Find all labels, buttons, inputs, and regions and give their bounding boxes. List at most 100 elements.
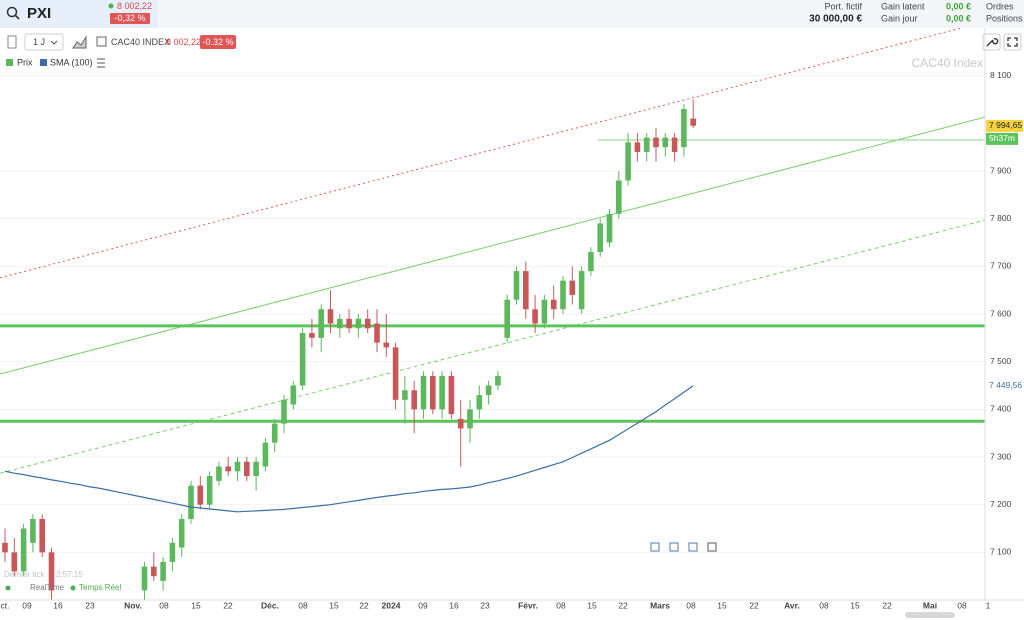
x-tick-label: 15 (717, 600, 727, 610)
gain-jour-label: Gain jour (881, 13, 918, 23)
last-price-box (986, 119, 1023, 132)
x-tick-label: 09 (22, 600, 32, 610)
positions-link[interactable]: Positions (986, 13, 1023, 23)
toolbar-price: 8 002,22 (166, 37, 201, 47)
candle-body (48, 552, 55, 591)
y-tick-label: 7 400 (990, 404, 1012, 414)
symbol: PXI (27, 5, 51, 22)
candle-body (653, 137, 659, 148)
y-tick-label: 7 200 (990, 499, 1012, 509)
candle-body (309, 333, 315, 338)
x-tick-label: 22 (882, 600, 892, 610)
wrench-icon (986, 38, 999, 47)
candle-body (392, 347, 399, 400)
toolbar-change-badge (200, 35, 236, 49)
search-icon[interactable] (6, 6, 18, 18)
status-dot (5, 585, 11, 591)
y-tick-label: 7 500 (990, 356, 1012, 366)
axes: 7 100 7 200 7 300 7 400 7 500 7 600 7 700 7 800… (1, 70, 1023, 610)
portfolio-value: 30 000,00 € (809, 14, 862, 25)
price: 8 002,22 (117, 1, 152, 11)
countdown-box (986, 132, 1018, 145)
x-tick-label: 2024 (382, 600, 401, 610)
candle-body (681, 109, 687, 148)
gain-latent-label: Gain latent (881, 1, 925, 11)
x-tick-label: 16 (53, 600, 63, 610)
x-tick-label: 08 (686, 600, 696, 610)
candle-body (402, 390, 408, 400)
candle-body (244, 461, 250, 477)
fullscreen-button[interactable] (1003, 33, 1022, 51)
chart-type-icon[interactable] (72, 35, 87, 49)
info-icon[interactable] (707, 542, 717, 552)
sma-line (4, 385, 694, 513)
scrollbar[interactable] (905, 612, 955, 618)
y-tick-label: 7 700 (990, 261, 1012, 271)
search-icon (14, 14, 20, 20)
dropdown-arrow (50, 40, 58, 45)
x-tick-label: 1 (986, 600, 991, 610)
toolbar-change: -0.32 % (202, 37, 233, 47)
x-tick-label: 08 (298, 600, 308, 610)
candle-body (495, 375, 501, 386)
list-icon[interactable] (97, 58, 105, 68)
x-tick-label: ct. (1, 600, 10, 610)
legend-swatch (6, 59, 13, 66)
candle-body (643, 137, 650, 152)
x-tick-label: 23 (85, 600, 95, 610)
candle-body (281, 399, 287, 424)
x-tick-label: 15 (587, 600, 597, 610)
panel-icon[interactable] (7, 35, 17, 49)
x-tick-label: 15 (329, 600, 339, 610)
x-tick-label: 23 (480, 600, 490, 610)
status-dot (70, 585, 76, 591)
candle-body (504, 299, 510, 338)
x-tick-label: Déc. (261, 600, 279, 610)
plot-area (0, 28, 985, 600)
x-tick-label: Mars (650, 600, 670, 610)
candle-body (550, 299, 557, 310)
candle-body (485, 385, 492, 396)
candle-body (569, 280, 576, 295)
candle-body (337, 318, 343, 329)
candle-body (467, 409, 473, 429)
x-tick-label: Févr. (518, 600, 538, 610)
x-tick-label: 08 (957, 600, 967, 610)
candle-body (160, 561, 166, 581)
candle-body (197, 485, 204, 505)
candle-body (364, 318, 371, 329)
x-tick-label: 08 (556, 600, 566, 610)
tool-icon[interactable] (669, 542, 679, 552)
header-bar (0, 0, 1024, 28)
orders-link[interactable]: Ordres (986, 1, 1014, 11)
tool-icon[interactable] (688, 542, 698, 552)
legend-entry: SMA (100) (50, 57, 93, 67)
candle-body (560, 280, 566, 310)
candle-body (178, 518, 185, 548)
candle-body (141, 566, 148, 591)
y-tick-label: 7 900 (990, 165, 1012, 175)
x-tick-label: 08 (819, 600, 829, 610)
candle-body (616, 180, 622, 214)
sma-last-label: 7 449,56 (989, 380, 1022, 390)
last-tick-time: 2:57:15 (56, 570, 83, 579)
candle-body (290, 385, 297, 405)
tool-icon[interactable] (650, 542, 660, 552)
gain-latent: 0,00 € (946, 1, 971, 11)
candle-body (225, 466, 231, 472)
candle-body (234, 461, 241, 472)
trendline (0, 116, 985, 375)
interval: 1 J (33, 37, 45, 47)
instrument-icon[interactable] (96, 36, 107, 47)
y-tick-label: 7 600 (990, 308, 1012, 318)
interval-select[interactable] (24, 33, 64, 51)
candle-body (188, 485, 194, 519)
candle-body (430, 375, 436, 410)
portfolio-label: Port. fictif (824, 1, 862, 11)
x-tick-label: 22 (618, 600, 628, 610)
x-tick-label: 16 (449, 600, 459, 610)
candle-body (597, 223, 603, 253)
watermark: CAC40 Index (912, 56, 983, 70)
status-dot (108, 3, 114, 9)
